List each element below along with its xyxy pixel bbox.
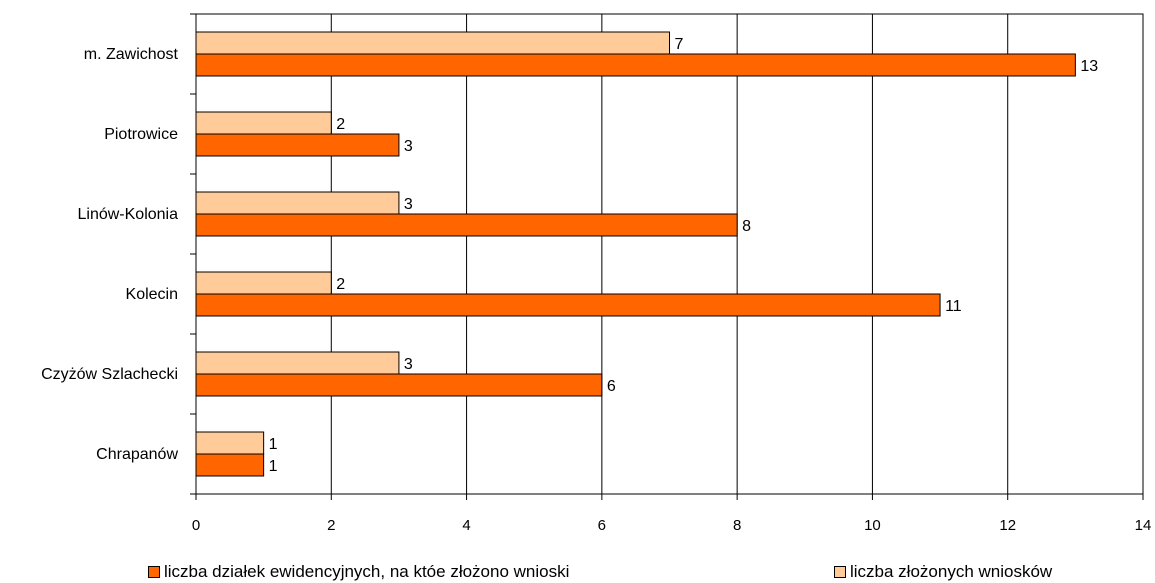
bar-parcels: [195, 213, 738, 237]
x-tick-label: 6: [598, 517, 606, 534]
category-label: m. Zawichost: [84, 46, 179, 63]
category-label: Piotrowice: [104, 126, 178, 143]
x-tick-label: 0: [192, 517, 200, 534]
plot-area: [195, 13, 1144, 495]
bar-applications: [195, 111, 332, 135]
legend-label-applications: liczba złożonych wniosków: [850, 562, 1053, 581]
data-label: 7: [675, 36, 684, 53]
bar-applications: [195, 191, 400, 215]
bar-applications: [195, 271, 332, 295]
category-label: Linów-Kolonia: [77, 206, 178, 223]
x-tick-label: 14: [1135, 517, 1152, 534]
category-label: Kolecin: [126, 286, 178, 303]
data-label: 3: [404, 138, 413, 155]
bar-applications: [195, 351, 400, 375]
x-tick-label: 10: [864, 517, 881, 534]
data-label: 3: [404, 196, 413, 213]
data-label: 8: [742, 218, 751, 235]
category-label: Czyżów Szlachecki: [41, 366, 178, 383]
data-label: 13: [1080, 58, 1098, 75]
data-label: 2: [336, 276, 345, 293]
legend-item-parcels: liczba działek ewidencyjnych, na któe zł…: [148, 562, 569, 582]
legend-item-applications: liczba złożonych wniosków: [834, 562, 1052, 582]
category-label: Chrapanów: [96, 446, 178, 463]
x-tick-label: 2: [327, 517, 335, 534]
bar-applications: [195, 431, 265, 455]
data-label: 1: [269, 458, 278, 475]
bar-parcels: [195, 133, 400, 157]
data-label: 6: [607, 378, 616, 395]
data-label: 3: [404, 356, 413, 373]
legend-swatch-parcels: [148, 566, 160, 578]
bar-parcels: [195, 293, 941, 317]
bar-parcels: [195, 453, 265, 477]
x-tick-label: 12: [999, 517, 1016, 534]
data-label: 11: [945, 298, 962, 315]
legend-swatch-applications: [834, 566, 846, 578]
bar-parcels: [195, 373, 603, 397]
x-tick-label: 4: [462, 517, 470, 534]
bar-applications: [195, 31, 670, 55]
data-label: 2: [336, 116, 345, 133]
x-tick-label: 8: [733, 517, 741, 534]
legend-label-parcels: liczba działek ewidencyjnych, na któe zł…: [164, 562, 570, 581]
bar-parcels: [195, 53, 1076, 77]
data-label: 1: [269, 436, 278, 453]
